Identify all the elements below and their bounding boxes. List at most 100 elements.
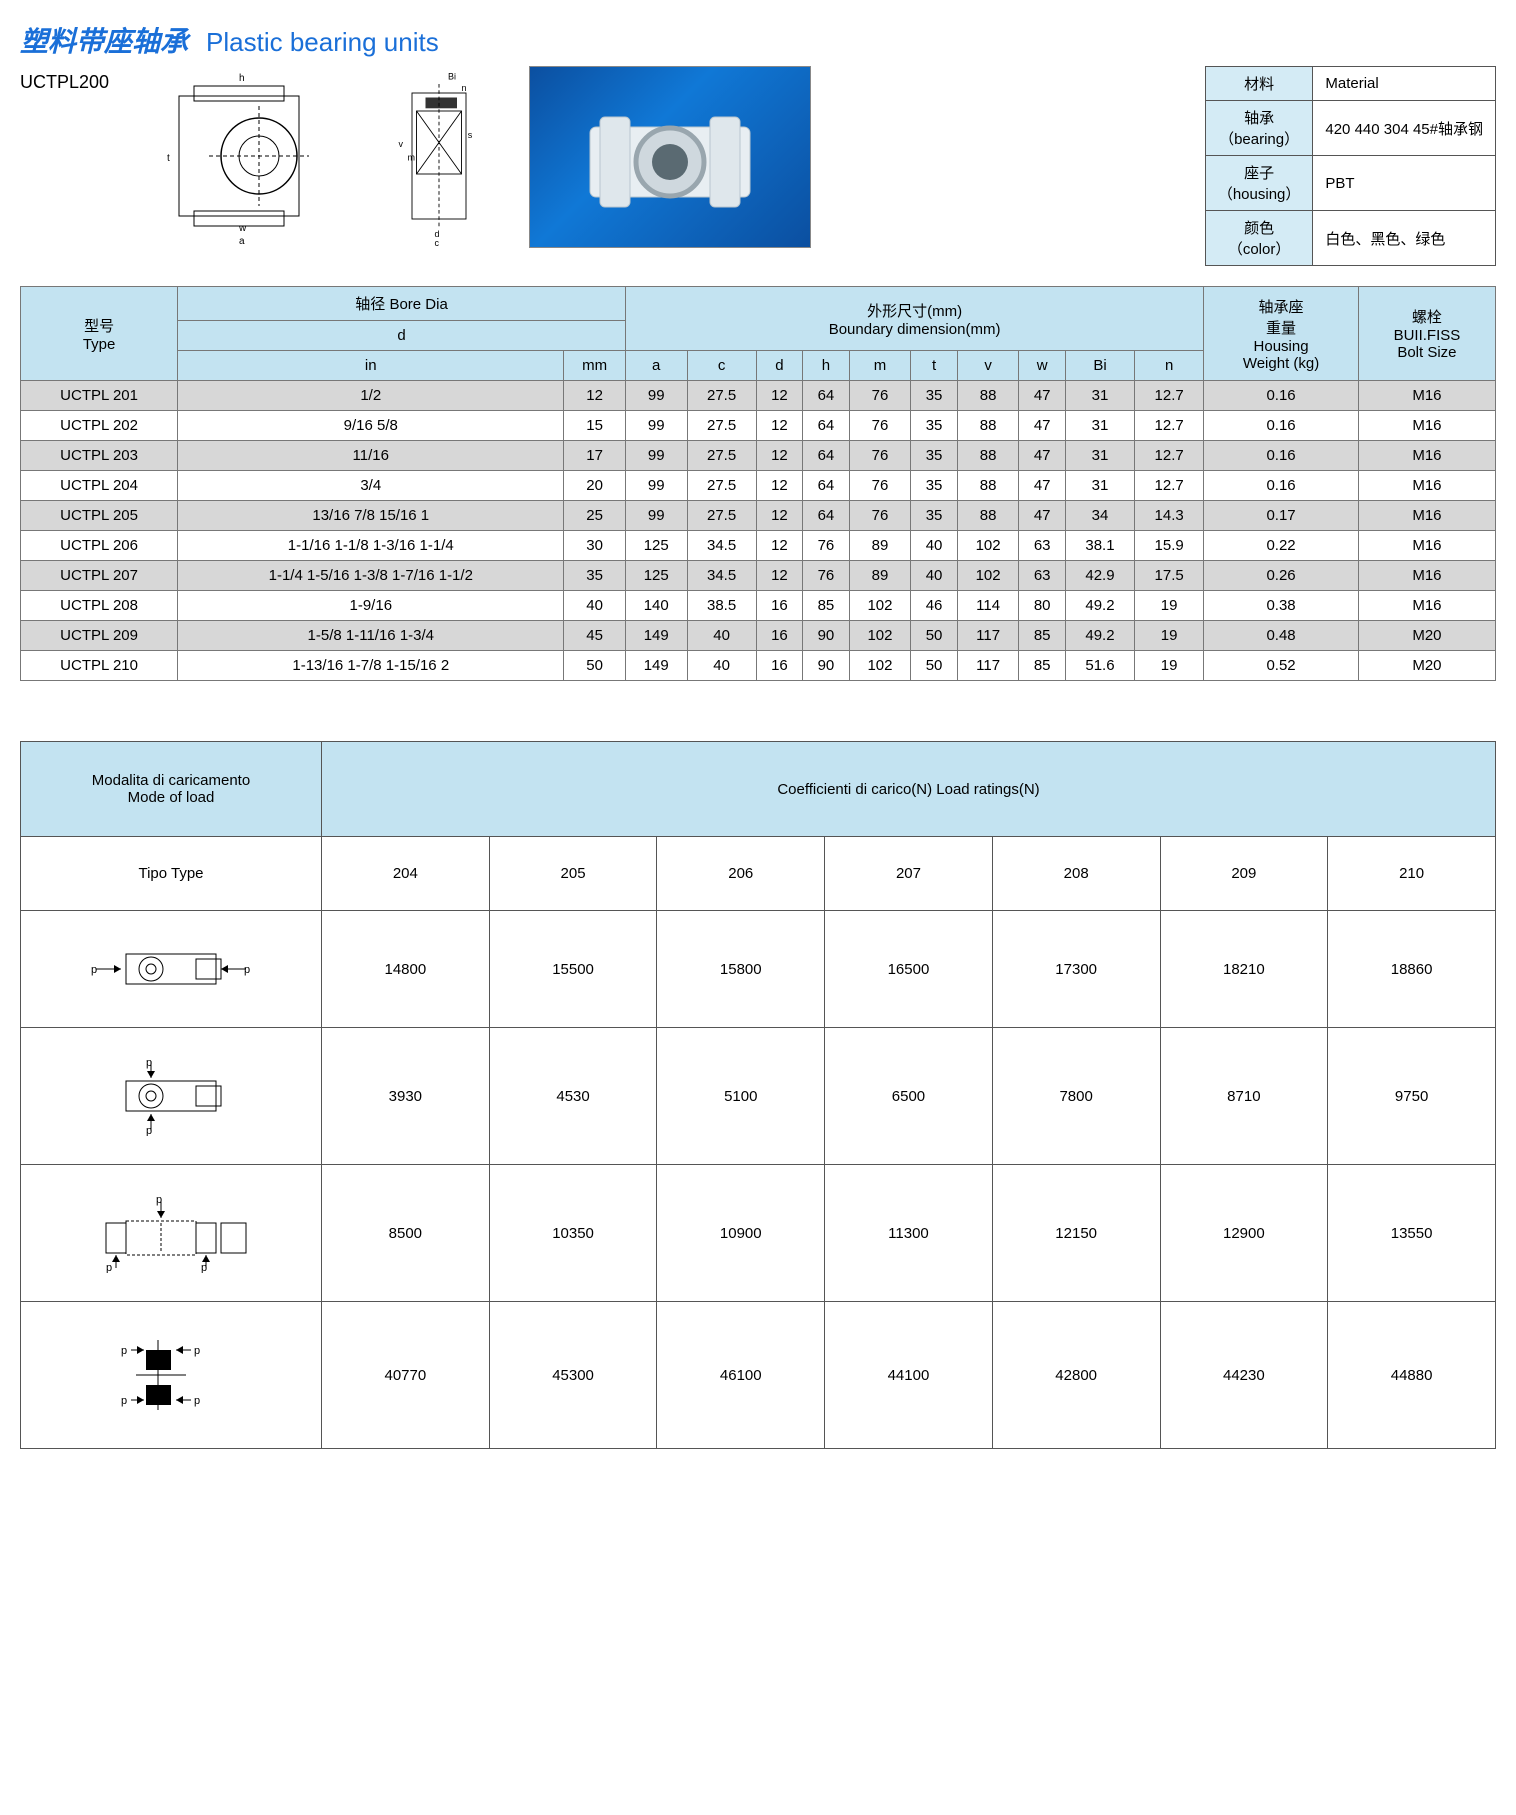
- cell-v: 88: [957, 411, 1019, 441]
- cell-v: 102: [957, 561, 1019, 591]
- cell-v: 102: [957, 531, 1019, 561]
- cell-mm: 17: [564, 441, 626, 471]
- cell-d: 12: [756, 501, 803, 531]
- table-row: UCTPL 2071-1/4 1-5/16 1-3/8 1-7/16 1-1/2…: [21, 561, 1496, 591]
- cell-w: 47: [1019, 441, 1066, 471]
- cell-wt: 0.16: [1204, 471, 1359, 501]
- mat-cn-0: 材料: [1205, 67, 1313, 101]
- cell-m: 76: [849, 501, 911, 531]
- svg-text:p: p: [106, 1262, 112, 1273]
- cell-h: 64: [803, 381, 850, 411]
- cell-v: 88: [957, 381, 1019, 411]
- load-cell: 14800: [322, 911, 490, 1028]
- cell-m: 76: [849, 471, 911, 501]
- hdr-bore: 轴径 Bore Dia: [178, 287, 626, 321]
- cell-wt: 0.26: [1204, 561, 1359, 591]
- load-row: pp3930453051006500780087109750: [21, 1028, 1496, 1165]
- svg-text:m: m: [408, 153, 416, 163]
- hdr-n: n: [1135, 351, 1204, 381]
- cell-w: 47: [1019, 471, 1066, 501]
- mat-en-0: Material: [1313, 67, 1496, 101]
- load-table: Modalita di caricamentoMode of load Coef…: [20, 741, 1496, 1449]
- cell-in: 1-9/16: [178, 591, 564, 621]
- cell-h: 76: [803, 531, 850, 561]
- cell-type: UCTPL 207: [21, 561, 178, 591]
- load-diagram-radial-vert: pp: [21, 1028, 322, 1165]
- cell-w: 47: [1019, 501, 1066, 531]
- svg-text:Bi: Bi: [448, 72, 456, 82]
- hdr-t: t: [911, 351, 958, 381]
- cell-bi: 38.1: [1065, 531, 1134, 561]
- cell-m: 89: [849, 531, 911, 561]
- title-en: Plastic bearing units: [206, 27, 439, 58]
- svg-text:s: s: [468, 130, 473, 140]
- cell-c: 34.5: [687, 561, 756, 591]
- cell-wt: 0.48: [1204, 621, 1359, 651]
- hdr-weight: 轴承座 重量 Housing Weight (kg): [1204, 287, 1359, 381]
- load-cell: 13550: [1328, 1165, 1496, 1302]
- cell-c: 27.5: [687, 411, 756, 441]
- cell-type: UCTPL 201: [21, 381, 178, 411]
- cell-m: 102: [849, 621, 911, 651]
- mat-c-1: 轴承（bearing）: [1205, 101, 1313, 156]
- load-cell: 5100: [657, 1028, 825, 1165]
- cell-bolt: M20: [1358, 651, 1495, 681]
- load-cell: 42800: [992, 1302, 1160, 1449]
- table-row: UCTPL 20513/16 7/8 15/16 1259927.5126476…: [21, 501, 1496, 531]
- hdr-m: m: [849, 351, 911, 381]
- cell-t: 50: [911, 621, 958, 651]
- cell-in: 1-5/8 1-11/16 1-3/4: [178, 621, 564, 651]
- lt-2: 206: [657, 837, 825, 911]
- cell-t: 46: [911, 591, 958, 621]
- lt-4: 208: [992, 837, 1160, 911]
- load-cell: 10350: [489, 1165, 657, 1302]
- svg-text:p: p: [91, 964, 97, 976]
- cell-type: UCTPL 206: [21, 531, 178, 561]
- svg-text:p: p: [146, 1125, 152, 1136]
- cell-h: 76: [803, 561, 850, 591]
- cell-m: 102: [849, 651, 911, 681]
- cell-c: 34.5: [687, 531, 756, 561]
- cell-h: 64: [803, 441, 850, 471]
- lt-3: 207: [825, 837, 993, 911]
- cell-w: 47: [1019, 381, 1066, 411]
- cell-d: 12: [756, 561, 803, 591]
- table-row: UCTPL 2101-13/16 1-7/8 1-15/16 250149401…: [21, 651, 1496, 681]
- cell-n: 12.7: [1135, 471, 1204, 501]
- title-cn: 塑料带座轴承: [20, 20, 188, 60]
- cell-type: UCTPL 202: [21, 411, 178, 441]
- table-row: UCTPL 2029/16 5/8159927.5126476358847311…: [21, 411, 1496, 441]
- lt-1: 205: [489, 837, 657, 911]
- table-row: UCTPL 2043/4209927.51264763588473112.70.…: [21, 471, 1496, 501]
- drawing-front: h t a w: [129, 66, 349, 246]
- load-cell: 15800: [657, 911, 825, 1028]
- cell-mm: 12: [564, 381, 626, 411]
- cell-c: 40: [687, 621, 756, 651]
- hdr-type: 型号Type: [21, 287, 178, 381]
- hdr-bi: Bi: [1065, 351, 1134, 381]
- cell-bolt: M16: [1358, 441, 1495, 471]
- cell-bi: 31: [1065, 411, 1134, 441]
- cell-m: 76: [849, 411, 911, 441]
- load-row: pppp40770453004610044100428004423044880: [21, 1302, 1496, 1449]
- svg-text:w: w: [238, 223, 247, 234]
- cell-bolt: M16: [1358, 501, 1495, 531]
- load-cell: 44880: [1328, 1302, 1496, 1449]
- cell-bi: 31: [1065, 381, 1134, 411]
- cell-mm: 35: [564, 561, 626, 591]
- cell-h: 90: [803, 621, 850, 651]
- cell-wt: 0.16: [1204, 381, 1359, 411]
- cell-n: 15.9: [1135, 531, 1204, 561]
- cell-in: 13/16 7/8 15/16 1: [178, 501, 564, 531]
- cell-mm: 45: [564, 621, 626, 651]
- cell-wt: 0.16: [1204, 411, 1359, 441]
- svg-text:p: p: [121, 1345, 127, 1357]
- cell-t: 40: [911, 561, 958, 591]
- cell-m: 102: [849, 591, 911, 621]
- table-row: UCTPL 2011/2129927.51264763588473112.70.…: [21, 381, 1496, 411]
- cell-w: 63: [1019, 561, 1066, 591]
- lt-5: 209: [1160, 837, 1328, 911]
- spec-table: 型号Type 轴径 Bore Dia 外形尺寸(mm)Boundary dime…: [20, 286, 1496, 681]
- cell-t: 40: [911, 531, 958, 561]
- svg-text:a: a: [239, 236, 245, 246]
